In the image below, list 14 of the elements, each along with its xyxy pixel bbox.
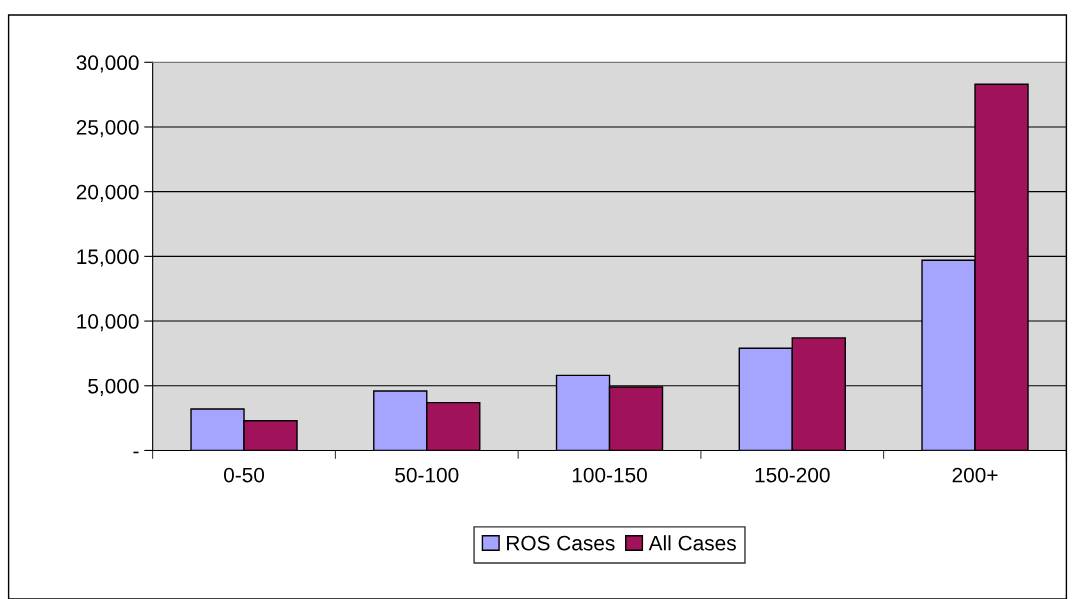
x-tick-label: 100-150: [572, 467, 647, 483]
y-tick-label: -: [133, 451, 139, 454]
y-tick-label: 30,000: [76, 55, 139, 73]
x-tick-label: 0-50: [223, 467, 265, 483]
x-tick-label: 50-100: [395, 467, 459, 483]
y-tick-label: 20,000: [76, 184, 139, 202]
x-tick-label: 150-200: [755, 467, 830, 483]
legend-label: ROS Cases: [507, 535, 615, 551]
y-tick-label: 25,000: [76, 119, 139, 138]
y-tick-label: 10,000: [77, 314, 139, 332]
x-tick-label: 200+: [952, 467, 998, 483]
y-tick-label: 15,000: [77, 249, 139, 267]
y-tick-label: 5,000: [88, 378, 139, 396]
legend-label: All Cases: [648, 535, 736, 551]
